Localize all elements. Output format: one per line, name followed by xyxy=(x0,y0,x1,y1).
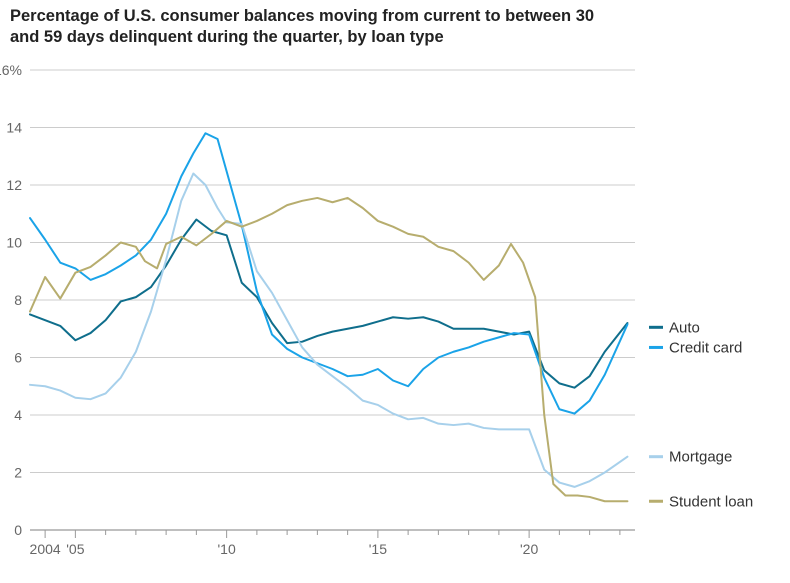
y-tick-label: 6 xyxy=(14,350,22,366)
chart-title: Percentage of U.S. consumer balances mov… xyxy=(10,6,620,47)
y-tick-label: 12 xyxy=(6,177,22,193)
x-tick-label: '20 xyxy=(520,541,538,557)
x-tick-label: '15 xyxy=(369,541,387,557)
legend-label: Student loan xyxy=(669,493,753,510)
y-tick-label: 4 xyxy=(14,407,22,423)
y-tick-label: 8 xyxy=(14,292,22,308)
y-tick-label: 10 xyxy=(6,235,22,251)
legend-label: Credit card xyxy=(669,339,742,356)
x-tick-label: 2004 xyxy=(30,541,61,557)
legend-label: Mortgage xyxy=(669,449,732,466)
y-tick-label: 2 xyxy=(14,465,22,481)
x-tick-label: '05 xyxy=(66,541,84,557)
y-tick-label: 14 xyxy=(6,120,22,136)
x-tick-label: '10 xyxy=(218,541,236,557)
series-line xyxy=(30,198,627,501)
series-line xyxy=(30,133,627,413)
line-chart: 0 2 4 6 8 10 12 14 16% 2004 '05 '10 '15 '20 Auto Credit… xyxy=(0,60,790,583)
y-tick-label: 16% xyxy=(0,62,22,78)
legend-label: Auto xyxy=(669,319,700,336)
y-tick-label: 0 xyxy=(14,522,22,538)
